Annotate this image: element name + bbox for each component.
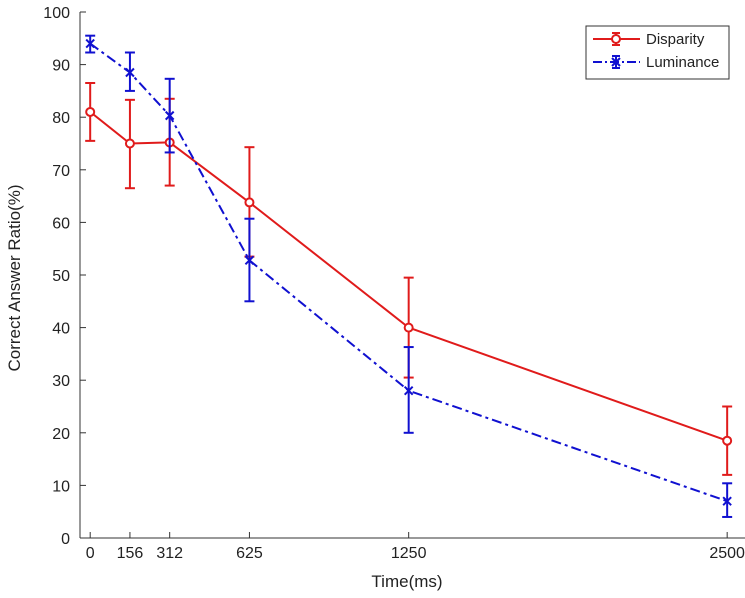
data-point-luminance-0: [85, 38, 95, 49]
data-point-luminance-1250: [403, 386, 414, 396]
y-tick-label-90: 90: [52, 58, 70, 75]
data-point-luminance-156: [125, 67, 135, 78]
series-line-luminance: [89, 42, 728, 503]
x-tick-label-2500: 2500: [709, 545, 745, 562]
x-tick-label-1250: 1250: [391, 545, 427, 562]
legend-marker-luminance: [611, 57, 621, 67]
data-point-luminance-625: [244, 255, 255, 265]
y-tick-label-30: 30: [52, 373, 70, 390]
data-point-disparity-156: [124, 138, 135, 149]
data-point-disparity-2500: [722, 435, 733, 446]
legend-label-disparity: Disparity: [646, 31, 705, 48]
data-point-luminance-2500: [722, 496, 732, 506]
y-axis-label: Correct Answer Ratio(%): [5, 184, 24, 371]
data-point-luminance-312: [164, 110, 175, 121]
legend-item-disparity: Disparity: [593, 31, 705, 48]
series-line-disparity: [89, 111, 728, 442]
y-tick-label-10: 10: [52, 478, 70, 495]
legend-box: [585, 25, 730, 80]
legend: Disparity Luminance: [585, 25, 730, 80]
legend-marker-disparity: [611, 34, 621, 44]
legend-label-luminance: Luminance: [646, 54, 719, 71]
data-point-disparity-1250: [403, 322, 414, 333]
y-tick-label-0: 0: [61, 531, 70, 548]
y-tick-label-100: 100: [43, 5, 70, 22]
y-tick-label-60: 60: [52, 215, 70, 232]
axes: 0 10 20 30 40 50 60 70 80 90 100 0 156 312 625 1250 2500: [43, 5, 745, 562]
data-point-disparity-625: [244, 197, 255, 208]
y-tick-label-70: 70: [52, 163, 70, 180]
y-tick-label-20: 20: [52, 426, 70, 443]
y-tick-label-50: 50: [52, 268, 70, 285]
legend-item-luminance: Luminance: [593, 54, 719, 71]
y-tick-label-40: 40: [52, 321, 70, 338]
y-tick-label-80: 80: [52, 110, 70, 127]
x-tick-label-156: 156: [117, 545, 144, 562]
x-tick-label-312: 312: [156, 545, 183, 562]
x-tick-label-625: 625: [236, 545, 263, 562]
series-luminance: [85, 34, 733, 518]
data-point-disparity-0: [85, 106, 96, 117]
series-layer: [85, 34, 733, 518]
x-axis-label: Time(ms): [371, 572, 442, 591]
x-tick-label-0: 0: [86, 545, 95, 562]
